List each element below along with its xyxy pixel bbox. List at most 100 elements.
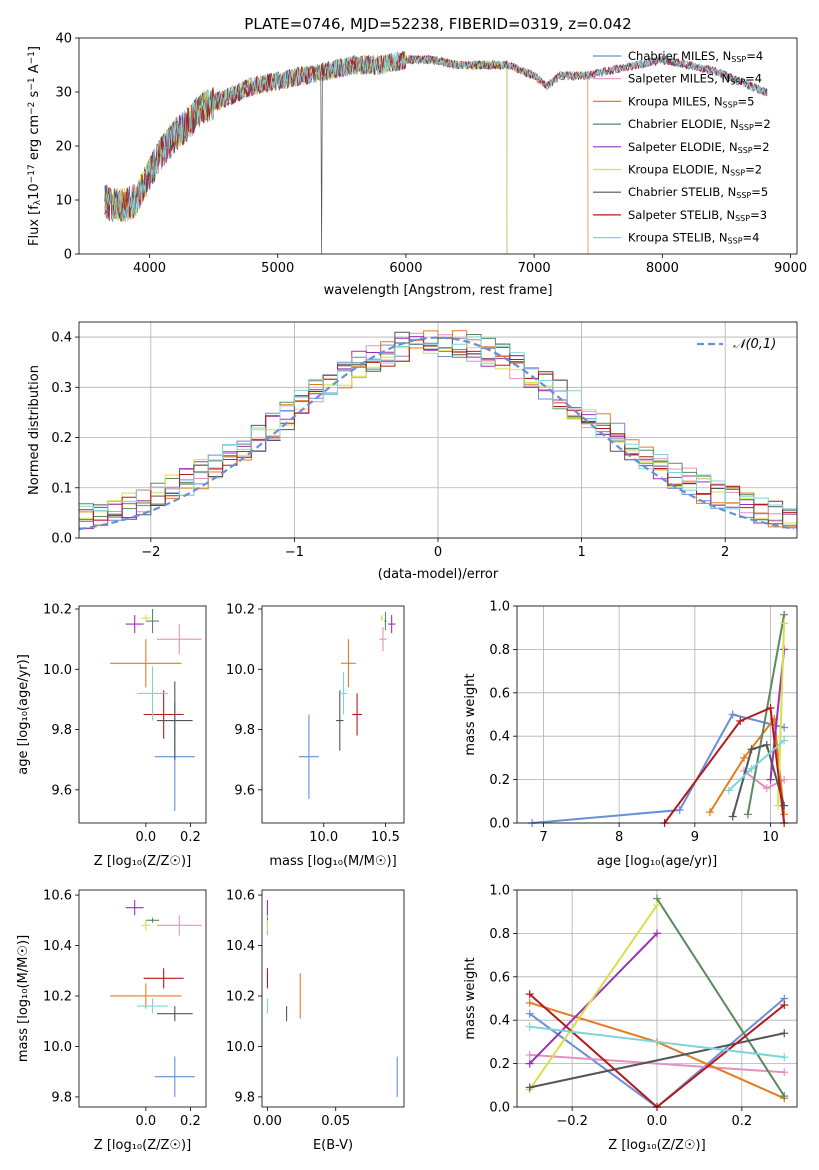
residual-histogram-panel: −2 −1 0 1 2 0.0 0.1 0.2 0.3 0.4 (data-model)/error…	[27, 321, 798, 582]
y-tick-label: 0.4	[51, 331, 72, 346]
y-tick-label: 0.8	[489, 927, 510, 942]
weight-series	[528, 904, 658, 1091]
weight-marker	[525, 998, 534, 1007]
x-tick-label: 0.0	[135, 830, 156, 845]
y-tick-label: 0.2	[489, 1057, 510, 1072]
y-tick-label: 10.6	[226, 889, 255, 904]
y-tick-label: 0.6	[489, 970, 510, 985]
y-tick-label: 0.0	[51, 532, 72, 547]
y-axis-label: Normed distribution	[27, 365, 42, 495]
weight-marker	[780, 1092, 789, 1101]
errorbar-point	[336, 690, 344, 751]
legend-entry: Kroupa ELODIE, NSSP=2	[628, 163, 762, 178]
x-tick-label: 8000	[646, 261, 679, 276]
y-tick-label: 0.1	[51, 481, 72, 496]
errorbar-point	[352, 693, 363, 736]
errorbar-point	[341, 639, 356, 688]
y-tick-label: 10.2	[226, 989, 255, 1004]
y-tick-label: 10.0	[43, 1040, 72, 1055]
x-tick-label: 0.0	[647, 1114, 668, 1129]
y-tick-label: 9.8	[51, 1090, 72, 1105]
errorbar-point	[299, 714, 319, 799]
x-axis-label: Z [log₁₀(Z/Z☉)]	[94, 854, 191, 869]
weight-series	[529, 1025, 785, 1059]
y-axis-label: age [log₁₀(age/yr)]	[16, 654, 31, 775]
y-tick-label: 0.4	[489, 730, 510, 745]
y-tick-label: 1.0	[489, 884, 510, 899]
weight-marker	[675, 805, 684, 814]
normal-distribution-curve	[79, 336, 795, 531]
axes-frame	[78, 889, 207, 1108]
weight-marker	[705, 808, 714, 817]
errorbar-point	[154, 1056, 195, 1097]
y-tick-label: 0.2	[489, 773, 510, 788]
weight-series	[529, 1053, 785, 1074]
x-tick-label: 0.2	[180, 830, 201, 845]
errorbar-point	[145, 917, 160, 923]
weight-marker	[743, 810, 752, 819]
legend-entry: Chabrier STELIB, NSSP=5	[628, 185, 768, 200]
y-tick-label: 10.6	[43, 889, 72, 904]
errorbar-points	[299, 612, 396, 799]
age-vs-mass-panel: 10.0 10.5 9.6 9.8 10.0 10.2 mass [log₁₀(M/M☉)]	[226, 603, 405, 869]
errorbar-point	[136, 666, 169, 721]
errorbar-point	[141, 615, 151, 622]
y-tick-label: 9.8	[51, 723, 72, 738]
x-tick-label: 7000	[518, 261, 551, 276]
y-tick-label: 0.8	[489, 643, 510, 658]
legend-entry: Chabrier ELODIE, NSSP=2	[628, 117, 771, 132]
x-tick-label: 6000	[389, 261, 422, 276]
x-tick-label: 0.2	[180, 1114, 201, 1129]
weight-marker	[766, 775, 775, 784]
axes-frame	[516, 889, 798, 1108]
weight-marker	[780, 1001, 789, 1010]
weight-marker	[525, 1083, 534, 1092]
x-tick-label: 2	[721, 545, 729, 560]
x-axis-label: (data-model)/error	[378, 567, 499, 582]
weight-marker	[780, 619, 789, 628]
y-tick-label: 10.0	[226, 1040, 255, 1055]
spectrum-panel: 4000 5000 6000 7000 8000 9000 0 10 20 30 40 PLATE=0…	[27, 15, 807, 298]
y-tick-label: 20	[55, 140, 72, 155]
spectrum-lines	[104, 51, 768, 254]
y-tick-label: 1.0	[489, 600, 510, 615]
x-tick-label: −2	[141, 545, 160, 560]
mass-vs-metallicity-panel: 0.0 0.2 9.8 10.0 10.2 10.4 10.6 Z [log₁₀(Z/Z☉)]…	[16, 889, 207, 1153]
axes-frame	[78, 605, 207, 824]
weight-marker	[780, 1053, 789, 1062]
errorbar-point	[387, 615, 396, 634]
weight-marker	[736, 717, 745, 726]
y-axis-label: Flux [fλ10−17 erg cm−2 s−1 A−1]	[27, 46, 43, 246]
legend-entry: Kroupa STELIB, NSSP=4	[628, 231, 759, 246]
x-axis-label: E(B-V)	[313, 1138, 353, 1153]
errorbar-point	[143, 690, 184, 739]
errorbar-point	[145, 609, 160, 634]
mass-weight-vs-age-panel: 7 8 9 10 0.0 0.2 0.4 0.6 0.8 1.0 age [log₁₀(age/yr…	[463, 600, 798, 869]
weight-marker	[525, 990, 534, 999]
y-tick-label: 0.0	[489, 817, 510, 832]
y-tick-label: 40	[55, 32, 72, 47]
y-tick-label: 10.4	[43, 939, 72, 954]
y-tick-label: 9.8	[234, 1090, 255, 1105]
legend-entry: Salpeter ELODIE, NSSP=2	[628, 140, 770, 155]
age-vs-metallicity-panel: 0.0 0.2 9.6 9.8 10.0 10.2 Z [log₁₀(Z/Z☉)] age […	[16, 603, 207, 869]
weight-marker	[780, 1029, 789, 1038]
y-tick-label: 10.2	[226, 603, 255, 618]
x-tick-label: 0.2	[732, 1114, 753, 1129]
y-tick-label: 10.0	[226, 663, 255, 678]
x-axis-label: wavelength [Angstrom, rest frame]	[324, 283, 553, 298]
weight-series	[731, 743, 786, 817]
x-tick-label: 9000	[774, 261, 807, 276]
y-axis-label: mass [log₁₀(M/M☉)]	[16, 935, 31, 1062]
legend-entry: Kroupa MILES, NSSP=5	[628, 94, 754, 109]
histogram-series	[79, 330, 797, 528]
x-tick-label: −0.2	[556, 1114, 588, 1129]
y-tick-label: 0	[64, 248, 72, 263]
x-tick-label: 9	[691, 830, 699, 845]
y-axis-label: mass weight	[463, 957, 478, 1039]
mass-vs-extinction-panel: 0.00 0.05 9.8 10.0 10.2 10.4 10.6 E(B-V)	[226, 889, 405, 1153]
legend: Chabrier MILES, NSSP=4 Salpeter MILES, NS…	[593, 49, 771, 246]
y-tick-label: 0.4	[489, 1014, 510, 1029]
legend-entry: Chabrier MILES, NSSP=4	[628, 49, 763, 64]
